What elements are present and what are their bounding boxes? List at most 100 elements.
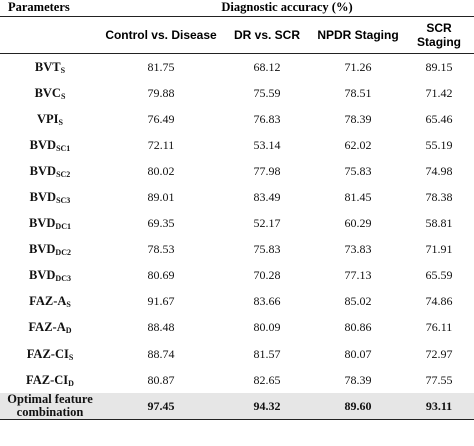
accuracy-cell: 80.02: [147, 163, 175, 178]
accuracy-cell: 69.35: [147, 216, 175, 231]
accuracy-cell: 83.49: [253, 190, 281, 205]
subheader-rule: [0, 53, 474, 54]
parameter-name: BVDDC3: [0, 263, 100, 289]
parameter-subscript: S: [58, 117, 63, 127]
parameter-subscript: SC2: [56, 169, 71, 179]
accuracy-cell: 78.53: [147, 242, 175, 257]
accuracy-cell: 83.66: [253, 294, 281, 309]
parameter-base: BVD: [29, 190, 57, 205]
optimal-label: Optimal feature combination: [0, 393, 100, 420]
parameter-base: BVD: [29, 137, 57, 152]
accuracy-cell: 77.55: [425, 372, 453, 387]
accuracy-cell: 89.15: [425, 59, 453, 74]
col-header-control-vs-disease: Control vs. Disease: [105, 28, 217, 42]
parameter-subscript: SC3: [56, 196, 71, 206]
accuracy-cell: 74.98: [425, 163, 453, 178]
optimal-label-line2: combination: [16, 405, 84, 420]
parameter-name: FAZ-CID: [0, 367, 100, 393]
accuracy-cell: 76.49: [147, 111, 175, 126]
accuracy-cell: 89.01: [147, 190, 175, 205]
accuracy-cell: 78.38: [425, 190, 453, 205]
accuracy-cell: 78.39: [344, 372, 372, 387]
table-body: BVTS 81.75 68.12 71.26 89.15 BVCS 79.88 75.59 78…: [0, 54, 474, 446]
diagnostic-accuracy-header: Diagnostic accuracy (%): [221, 0, 353, 14]
parameter-base: BVD: [29, 163, 57, 178]
parameter-subscript: DC1: [55, 222, 71, 232]
table-row: BVDDC3 80.69 70.28 77.13 65.59: [0, 263, 474, 289]
col-header-scr-staging: SCR Staging: [417, 21, 462, 49]
table-row: BVDDC1 69.35 52.17 60.29 58.81: [0, 211, 474, 237]
accuracy-cell: 80.87: [147, 372, 175, 387]
table-row: VPIS 76.49 76.83 78.39 65.46: [0, 106, 474, 132]
accuracy-cell: 53.14: [253, 137, 281, 152]
accuracy-cell: 68.12: [253, 59, 281, 74]
parameter-subscript: SC1: [56, 143, 71, 153]
parameter-base: BVD: [29, 268, 56, 283]
parameter-subscript: S: [60, 91, 66, 101]
parameter-name: BVDDC2: [0, 237, 100, 263]
accuracy-cell: 70.28: [253, 268, 281, 283]
accuracy-cell: 52.17: [253, 216, 281, 231]
parameter-base: FAZ-CI: [26, 372, 69, 387]
parameter-subscript: DC2: [55, 248, 71, 258]
accuracy-cell: 76.11: [425, 320, 453, 335]
accuracy-cell: 88.74: [147, 346, 175, 361]
parameters-header: Parameters: [8, 0, 70, 14]
table-row: BVCS 79.88 75.59 78.51 71.42: [0, 80, 474, 106]
parameter-base: BVT: [34, 59, 61, 74]
parameter-name: VPIS: [0, 106, 100, 132]
parameter-base: FAZ-A: [28, 320, 66, 335]
accuracy-cell: 80.09: [253, 320, 281, 335]
accuracy-cell: 71.26: [344, 59, 372, 74]
accuracy-cell: 65.59: [425, 268, 453, 283]
parameter-name: BVDSC3: [0, 184, 100, 210]
accuracy-cell: 81.45: [344, 190, 372, 205]
accuracy-cell: 77.98: [253, 163, 281, 178]
accuracy-cell: 73.83: [344, 242, 372, 257]
optimal-label-line1: Optimal feature: [7, 392, 93, 407]
parameter-base: BVC: [34, 85, 61, 100]
accuracy-cell: 78.39: [344, 111, 372, 126]
optimal-accuracy-cell: 89.60: [312, 393, 404, 420]
parameter-name: BVCS: [0, 80, 100, 106]
accuracy-cell: 91.67: [147, 294, 175, 309]
blank-header-cell: [0, 17, 100, 54]
table-row: BVDSC2 80.02 77.98 75.83 74.98: [0, 158, 474, 184]
table-row: BVDSC1 72.11 53.14 62.02 55.19: [0, 132, 474, 158]
accuracy-cell: 60.29: [344, 216, 372, 231]
accuracy-cell: 82.65: [253, 372, 281, 387]
accuracy-cell: 72.11: [147, 137, 175, 152]
parameter-base: BVD: [29, 242, 56, 257]
parameter-subscript: D: [65, 326, 72, 336]
accuracy-cell: 65.46: [425, 111, 453, 126]
accuracy-cell: 75.59: [253, 85, 281, 100]
table-row: FAZ-CID 80.87 82.65 78.39 77.55: [0, 367, 474, 393]
accuracy-cell: 81.57: [253, 346, 281, 361]
accuracy-cell: 79.88: [147, 85, 175, 100]
parameter-name: BVDSC1: [0, 132, 100, 158]
accuracy-cell: 76.83: [253, 111, 281, 126]
optimal-accuracy-cell: 97.45: [100, 393, 222, 420]
accuracy-cell: 58.81: [425, 216, 453, 231]
accuracy-cell: 78.51: [344, 85, 372, 100]
optimal-accuracy-cell: 94.32: [222, 393, 312, 420]
accuracy-cell: 72.97: [425, 346, 453, 361]
bottom-rule: [0, 419, 474, 446]
table-row: BVTS 81.75 68.12 71.26 89.15: [0, 54, 474, 80]
parameter-subscript: S: [68, 352, 74, 362]
accuracy-cell: 77.13: [344, 268, 372, 283]
accuracy-cell: 55.19: [425, 137, 453, 152]
parameter-name: FAZ-AD: [0, 315, 100, 341]
parameter-subscript: D: [68, 378, 74, 388]
accuracy-cell: 75.83: [253, 242, 281, 257]
accuracy-cell: 81.75: [147, 59, 175, 74]
parameter-base: FAZ-A: [29, 294, 67, 309]
parameter-subscript: DC3: [55, 274, 71, 284]
accuracy-cell: 62.02: [344, 137, 372, 152]
parameter-name: BVDDC1: [0, 211, 100, 237]
accuracy-cell: 85.02: [344, 294, 372, 309]
header-rule: [0, 16, 474, 17]
table-row: BVDDC2 78.53 75.83 73.83 71.91: [0, 237, 474, 263]
